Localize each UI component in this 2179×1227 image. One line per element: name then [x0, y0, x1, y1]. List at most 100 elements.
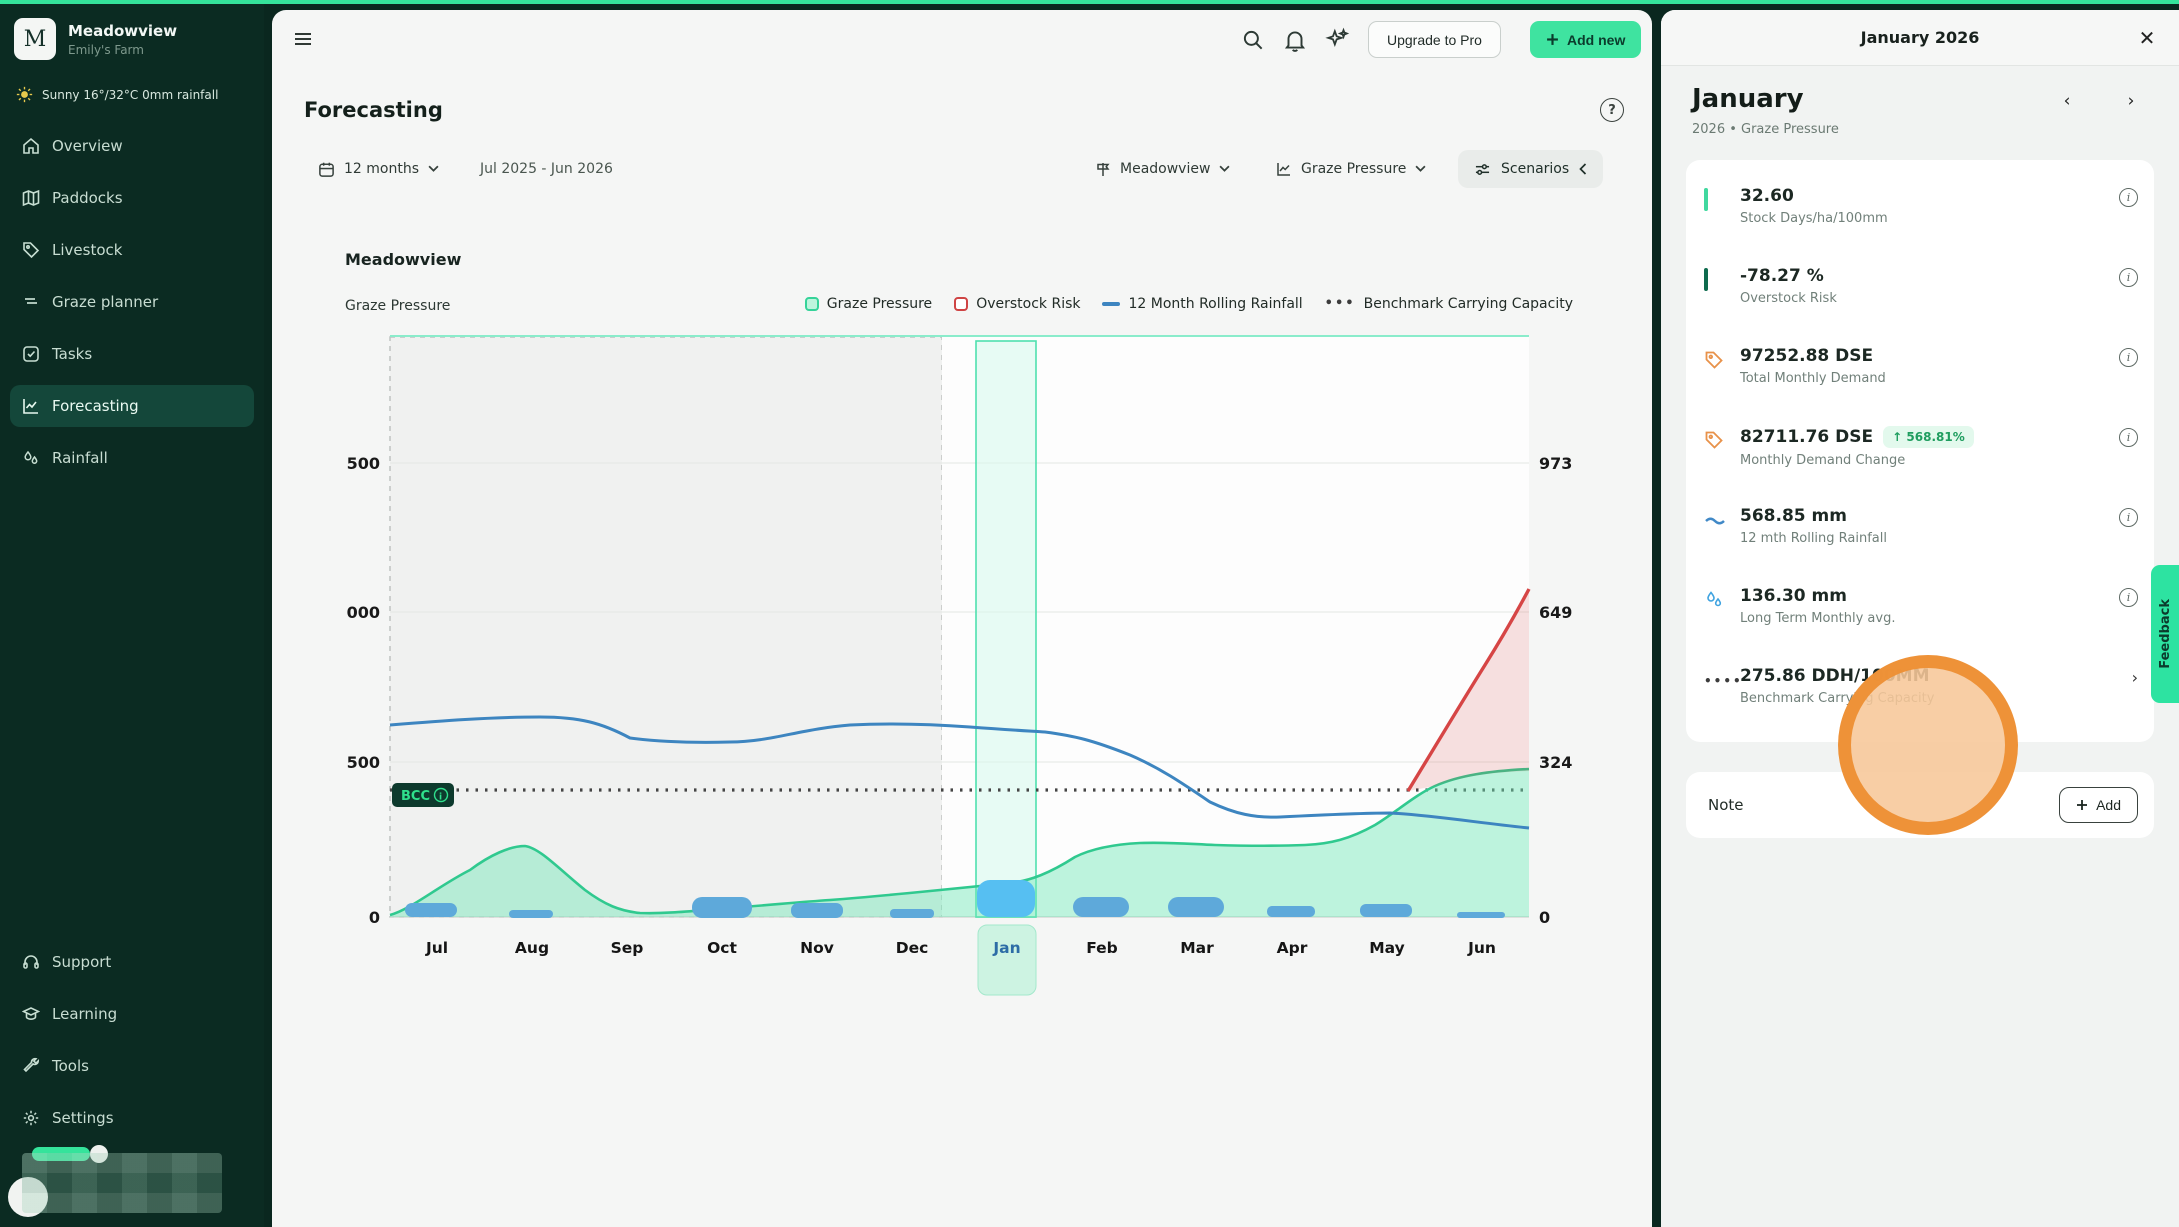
month-label-jun[interactable]: Jun: [1467, 939, 1496, 957]
notifications-bell-icon[interactable]: [1282, 27, 1308, 53]
metric-label: Monthly Demand Change: [1740, 453, 2136, 468]
info-icon[interactable]: i: [2119, 188, 2138, 207]
signpost-icon: [1095, 161, 1111, 177]
check-square-icon: [22, 345, 40, 363]
metric-row-graze-pressure: 32.60 Stock Days/ha/100mm i: [1686, 172, 2154, 252]
bcc-badge[interactable]: BCC i: [392, 783, 454, 807]
selected-month-band[interactable]: [976, 341, 1036, 917]
sidebar-item-livestock[interactable]: Livestock: [10, 229, 254, 271]
add-note-button[interactable]: Add: [2059, 787, 2138, 823]
sidebar-item-tasks[interactable]: Tasks: [10, 333, 254, 375]
weather-text: Sunny 16°/32°C 0mm rainfall: [42, 88, 218, 102]
month-label-oct[interactable]: Oct: [707, 939, 737, 957]
change-badge: ↑ 568.81%: [1883, 426, 1974, 448]
bcc-label: BCC: [401, 789, 430, 804]
search-icon[interactable]: [1240, 27, 1266, 53]
overstock-risk-icon: [1704, 268, 1708, 291]
metric-row-rolling-rainfall: 568.85 mm 12 mth Rolling Rainfall i: [1686, 492, 2154, 572]
sidebar: M Meadowview Emily's Farm Sunny 16°/32°C…: [0, 0, 264, 1227]
help-icon[interactable]: ?: [1600, 98, 1624, 122]
metric-row-demand-change: 82711.76 DSE ↑ 568.81% Monthly Demand Cha…: [1686, 412, 2154, 492]
month-label-feb[interactable]: Feb: [1086, 939, 1118, 957]
info-icon[interactable]: i: [2119, 508, 2138, 527]
metric-row-long-term-avg: 136.30 mm Long Term Monthly avg. i: [1686, 572, 2154, 652]
month-label-jan-selected[interactable]: Jan: [992, 939, 1020, 957]
sidebar-item-label: Livestock: [52, 241, 122, 259]
metric-label: Long Term Monthly avg.: [1740, 611, 2136, 626]
month-label-apr[interactable]: Apr: [1277, 939, 1308, 957]
wave-icon: [1704, 510, 1726, 530]
legend-overstock-risk[interactable]: Overstock Risk: [954, 296, 1080, 312]
metric-value: 32.60: [1740, 186, 2136, 206]
sparkles-ai-icon[interactable]: [1324, 27, 1350, 53]
forecast-chart[interactable]: BCC i 500 000 500 0 973 649 324 0 Jul Au…: [330, 325, 1600, 1015]
left-tick: 000: [347, 603, 380, 622]
menu-icon[interactable]: [292, 28, 314, 50]
rows-icon: [22, 293, 40, 311]
upgrade-to-pro-button[interactable]: Upgrade to Pro: [1368, 21, 1501, 58]
month-label-mar[interactable]: Mar: [1180, 939, 1214, 957]
selected-month-pill[interactable]: [978, 925, 1036, 995]
close-icon[interactable]: ✕: [2135, 26, 2159, 50]
benchmark-swatch-icon: •••: [1325, 299, 1356, 309]
month-label-dec[interactable]: Dec: [896, 939, 929, 957]
metric-label: Total Monthly Demand: [1740, 371, 2136, 386]
scenarios-button[interactable]: Scenarios: [1458, 150, 1603, 188]
month-label-sep[interactable]: Sep: [611, 939, 644, 957]
sidebar-item-support[interactable]: Support: [10, 941, 254, 983]
add-new-button[interactable]: Add new: [1530, 21, 1641, 58]
chevron-down-icon: [1415, 165, 1426, 173]
chart-farm-title: Meadowview: [345, 250, 461, 269]
sidebar-item-rainfall[interactable]: Rainfall: [10, 437, 254, 479]
legend-benchmark[interactable]: •••Benchmark Carrying Capacity: [1325, 296, 1573, 312]
tag-icon: [1704, 430, 1724, 450]
chevron-left-icon: [1579, 163, 1587, 175]
click-highlight-overlay: [1838, 655, 2018, 835]
metric-select[interactable]: Graze Pressure: [1276, 150, 1426, 188]
chevron-right-icon[interactable]: ›: [2132, 668, 2138, 687]
feedback-tab[interactable]: Feedback: [2151, 565, 2179, 703]
sidebar-item-learning[interactable]: Learning: [10, 993, 254, 1035]
left-tick: 0: [369, 908, 380, 927]
plus-icon: [1546, 33, 1559, 46]
farm-switcher[interactable]: M Meadowview Emily's Farm: [0, 0, 264, 60]
info-icon[interactable]: i: [2119, 268, 2138, 287]
risk-swatch-icon: [954, 297, 968, 311]
sidebar-item-forecasting[interactable]: Forecasting: [10, 385, 254, 427]
legend-label: Graze Pressure: [827, 296, 932, 312]
right-tick: 0: [1539, 908, 1550, 927]
info-icon[interactable]: i: [2119, 588, 2138, 607]
legend-label: 12 Month Rolling Rainfall: [1128, 296, 1302, 312]
sidebar-item-overview[interactable]: Overview: [10, 125, 254, 167]
date-range-select[interactable]: 12 months: [318, 150, 439, 188]
user-name-redacted: [22, 1153, 222, 1213]
feedback-label: Feedback: [2158, 599, 2173, 669]
month-label-aug[interactable]: Aug: [515, 939, 549, 957]
sidebar-item-settings[interactable]: Settings: [10, 1097, 254, 1139]
legend-rolling-rainfall[interactable]: 12 Month Rolling Rainfall: [1102, 296, 1302, 312]
date-range-text: Jul 2025 - Jun 2026: [480, 150, 613, 188]
sidebar-item-graze-planner[interactable]: Graze planner: [10, 281, 254, 323]
metric-value-text: 82711.76 DSE: [1740, 427, 1873, 447]
farm-select[interactable]: Meadowview: [1095, 150, 1230, 188]
home-icon: [22, 137, 40, 155]
info-icon[interactable]: i: [2119, 428, 2138, 447]
date-range-value: 12 months: [344, 161, 419, 177]
panel-month-title: January: [1692, 84, 1804, 114]
raindrops-icon: [1704, 590, 1724, 610]
sidebar-item-label: Tasks: [52, 345, 92, 363]
user-account[interactable]: [8, 1153, 238, 1219]
month-label-nov[interactable]: Nov: [800, 939, 834, 957]
info-icon[interactable]: i: [2119, 348, 2138, 367]
tag-icon: [1704, 350, 1724, 370]
legend-label: Overstock Risk: [976, 296, 1080, 312]
next-month-button[interactable]: ›: [2118, 88, 2144, 114]
prev-month-button[interactable]: ‹: [2054, 88, 2080, 114]
sidebar-item-paddocks[interactable]: Paddocks: [10, 177, 254, 219]
page-title: Forecasting: [304, 98, 443, 122]
month-label-jul[interactable]: Jul: [425, 939, 448, 957]
legend-graze-pressure[interactable]: Graze Pressure: [805, 296, 932, 312]
sidebar-item-tools[interactable]: Tools: [10, 1045, 254, 1087]
plus-icon: [2076, 799, 2088, 811]
month-label-may[interactable]: May: [1369, 939, 1405, 957]
